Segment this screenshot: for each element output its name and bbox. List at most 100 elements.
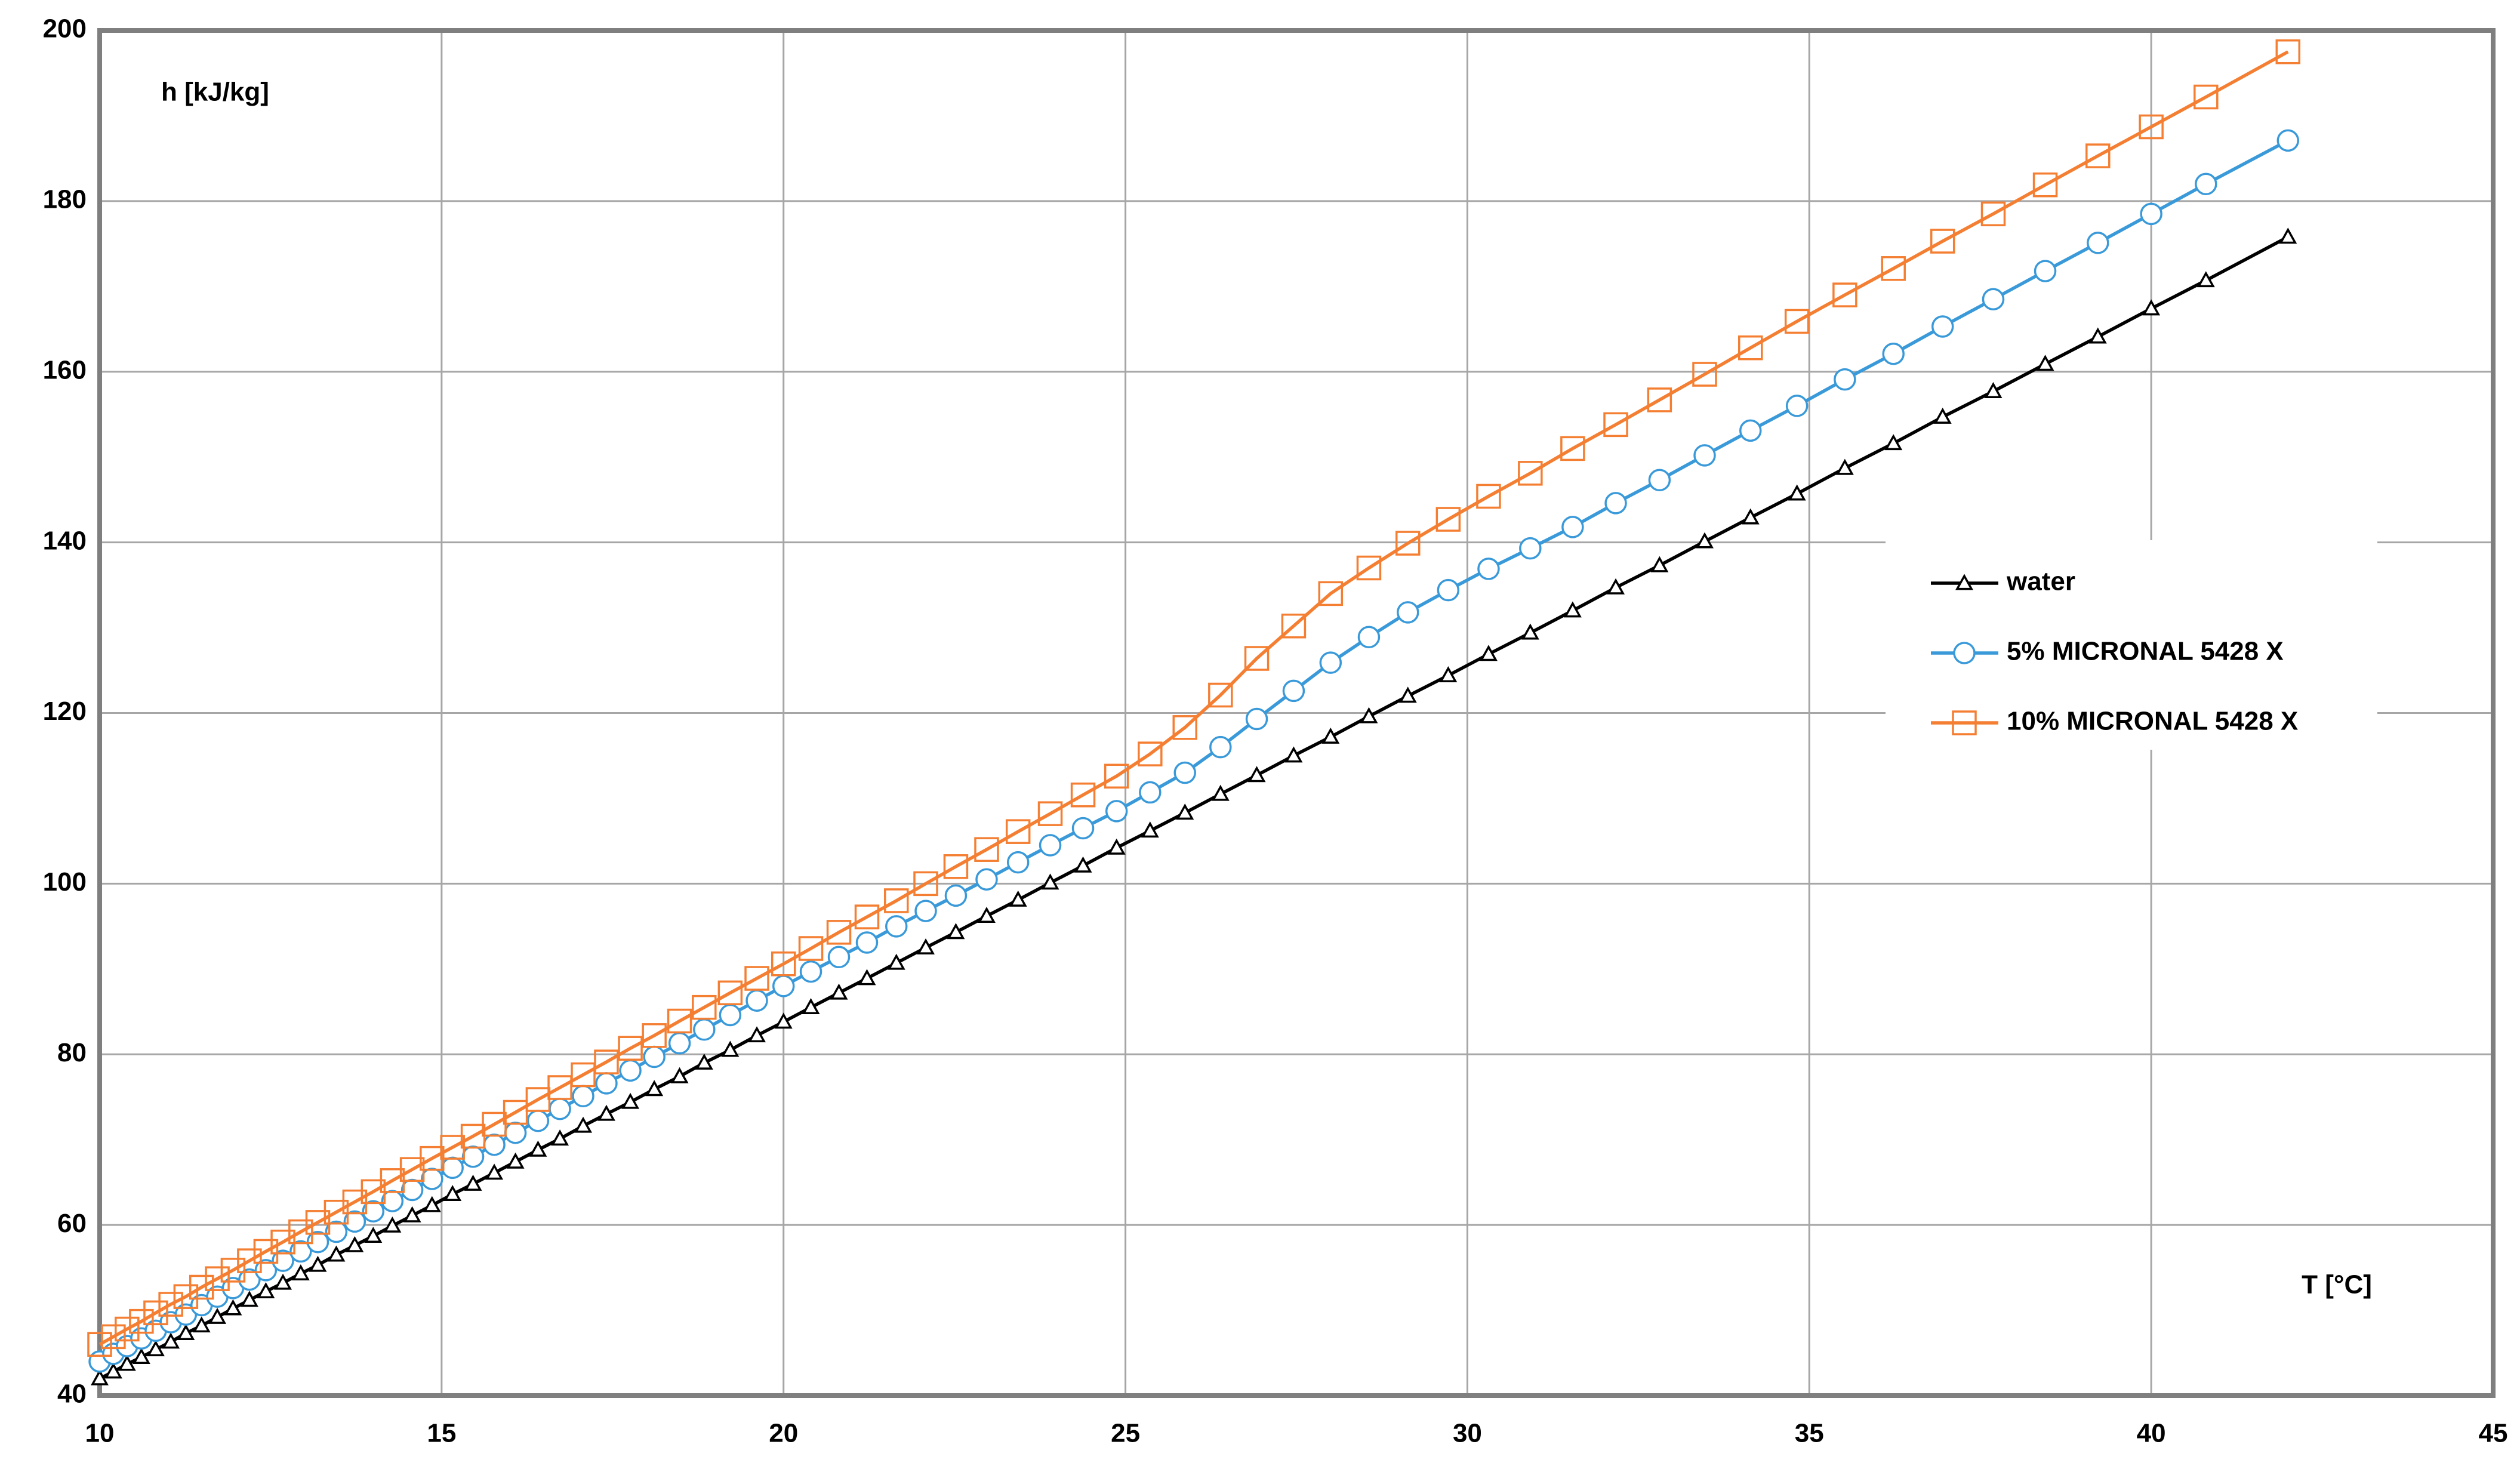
marker: [1037, 801, 1063, 826]
marker: [774, 1012, 793, 1029]
marker: [483, 1134, 506, 1156]
x-tick-label: 20: [769, 1419, 798, 1448]
marker: [1172, 715, 1197, 740]
marker: [1209, 735, 1232, 759]
marker: [885, 915, 908, 938]
marker: [721, 1040, 740, 1057]
marker: [1479, 645, 1498, 661]
marker: [1435, 507, 1461, 532]
marker: [220, 1258, 246, 1283]
marker: [1952, 710, 1977, 735]
marker: [1696, 532, 1714, 549]
y-axis-label: h [kJ/kg]: [161, 78, 269, 107]
marker: [1477, 558, 1500, 580]
marker: [1692, 362, 1717, 387]
marker: [2085, 143, 2111, 168]
x-tick-label: 40: [2137, 1419, 2166, 1448]
marker: [802, 998, 820, 1014]
marker: [1039, 834, 1062, 857]
marker: [101, 1324, 126, 1350]
marker: [1071, 817, 1095, 840]
marker: [364, 1227, 383, 1243]
marker: [306, 1230, 329, 1254]
marker: [667, 1008, 692, 1034]
marker: [143, 1300, 168, 1326]
marker: [717, 980, 743, 1006]
marker: [917, 938, 935, 954]
marker: [1398, 686, 1417, 703]
marker: [884, 888, 909, 913]
marker: [115, 1316, 140, 1342]
marker: [91, 1369, 109, 1385]
marker: [2139, 114, 2164, 140]
marker: [2087, 232, 2109, 254]
marker: [619, 1059, 642, 1082]
marker: [744, 966, 769, 991]
marker: [1648, 469, 1671, 492]
y-tick-label: 40: [57, 1379, 87, 1409]
marker: [1284, 746, 1303, 763]
marker: [618, 1036, 643, 1061]
marker: [1397, 601, 1419, 624]
marker: [748, 1026, 766, 1043]
marker: [1931, 315, 1954, 338]
marker: [1984, 382, 2003, 398]
marker: [1647, 387, 1672, 412]
plot-border: [97, 28, 2496, 1398]
marker: [104, 1362, 122, 1379]
marker: [858, 969, 876, 986]
marker: [1953, 642, 1976, 664]
marker: [1563, 601, 1582, 618]
marker: [325, 1220, 348, 1243]
marker: [1738, 335, 1763, 361]
marker: [1650, 556, 1669, 572]
marker: [1788, 484, 1806, 501]
marker: [594, 1049, 619, 1074]
x-tick-label: 35: [1795, 1419, 1824, 1448]
marker: [288, 1219, 313, 1245]
marker: [670, 1067, 689, 1083]
y-tick-label: 200: [43, 14, 87, 44]
marker: [343, 1210, 366, 1233]
marker: [693, 1018, 716, 1041]
marker: [574, 1116, 592, 1133]
marker: [87, 1332, 112, 1357]
marker: [1244, 646, 1270, 671]
marker: [1832, 282, 1857, 307]
marker: [362, 1200, 385, 1223]
marker: [913, 871, 938, 897]
marker: [2194, 84, 2219, 110]
marker: [1982, 288, 2005, 311]
marker: [132, 1348, 150, 1365]
marker: [192, 1316, 211, 1333]
marker: [975, 868, 998, 891]
marker: [2142, 299, 2161, 316]
labels: h [kJ/kg] T [°C]: [161, 78, 2372, 1299]
marker: [1009, 890, 1027, 907]
legend-label: 5% MICRONAL 5428 X: [2007, 637, 2284, 666]
marker: [1281, 613, 1307, 639]
marker: [2195, 173, 2217, 196]
marker: [2034, 260, 2057, 282]
marker: [443, 1185, 462, 1202]
marker: [645, 1080, 664, 1097]
x-axis-label: T [°C]: [2302, 1270, 2372, 1299]
marker: [745, 989, 768, 1012]
marker: [421, 1168, 443, 1190]
marker: [827, 946, 851, 969]
marker: [826, 920, 852, 945]
plot-area: [87, 39, 2301, 1385]
marker: [506, 1152, 525, 1169]
marker: [177, 1324, 195, 1341]
marker: [1955, 574, 1973, 590]
marker: [1395, 531, 1421, 556]
marker: [947, 923, 965, 940]
marker: [1318, 581, 1344, 606]
marker: [253, 1239, 279, 1264]
marker: [189, 1274, 214, 1300]
x-tick-label: 30: [1453, 1419, 1482, 1448]
marker: [464, 1174, 482, 1191]
marker: [1176, 803, 1194, 820]
marker: [309, 1255, 327, 1272]
marker: [1603, 412, 1628, 438]
